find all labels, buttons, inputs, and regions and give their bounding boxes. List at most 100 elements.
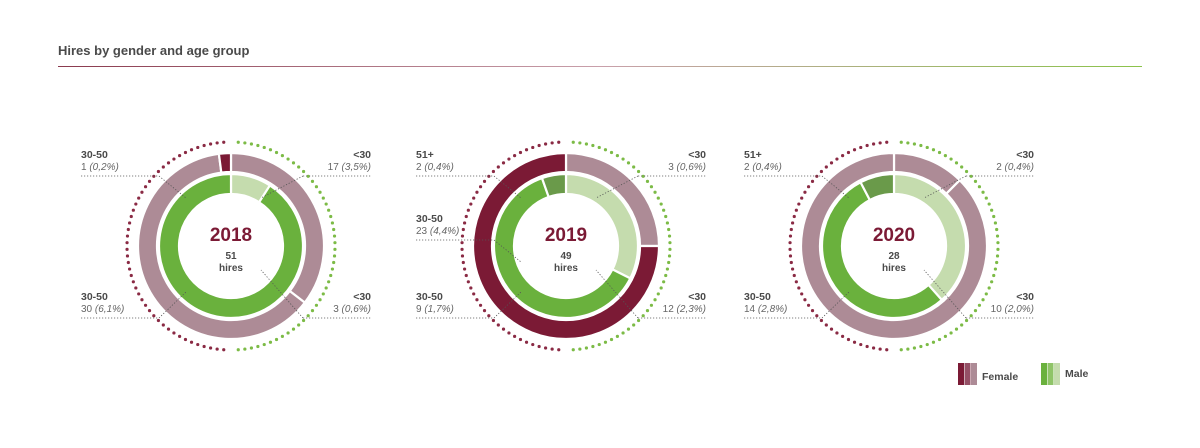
donut-2019-dotted-male (632, 323, 636, 327)
donut-2019-dotted-male (636, 318, 641, 323)
donut-2020-dotted-male (960, 323, 964, 327)
donut-2020-dotted-male (931, 148, 936, 152)
donut-2020-dotted-female (835, 331, 839, 335)
donut-2018-dotted-male (262, 145, 266, 150)
donut-2020-label-1-title: <30 (1016, 149, 1034, 161)
donut-2020-dotted-male (973, 179, 978, 183)
donut-2019-total: 49 (560, 251, 572, 262)
donut-2019-dotted-female (475, 190, 479, 194)
donut-2019-label-4-value: 12 (2,3%) (663, 304, 706, 315)
donut-2019-dotted-female (543, 142, 548, 146)
donut-2018-dotted-male (268, 340, 273, 344)
donut-2020-dotted-male (996, 241, 1000, 245)
donut-2020-dotted-female (829, 161, 834, 165)
donut-2019-dotted-male (615, 153, 619, 158)
donut-2018-dotted-female (125, 254, 130, 258)
donut-2018-dotted-male (333, 241, 337, 245)
donut-2019-dotted-male (668, 247, 672, 251)
donut-2018-dotted-female (166, 327, 171, 331)
donut-2020-dotted-male (919, 143, 923, 148)
donut-2018-dotted-female (126, 260, 130, 265)
donut-2020-dotted-female (790, 267, 795, 271)
donut-2018-dotted-female (143, 185, 148, 189)
donut-2018-dotted-male (324, 202, 328, 206)
donut-2018-dotted-male (268, 148, 273, 152)
donut-2018-dotted-female (131, 280, 135, 284)
donut-2018-male-segment-1 (157, 172, 305, 320)
donut-2018-dotted-female (222, 140, 226, 144)
donut-2018-label-3-value: 3 (0,6%) (333, 304, 371, 315)
donut-2020-dotted-male (954, 161, 959, 165)
page-title: Hires by gender and age group (58, 43, 250, 58)
donut-2018-dotted-male (314, 303, 319, 307)
donut-2019-dotted-female (472, 196, 476, 200)
donut-2020-dotted-male (984, 196, 988, 200)
donut-2018-dotted-female (196, 145, 200, 150)
donut-2018-label-1-pointer (260, 175, 304, 199)
donut-2020-dotted-female (865, 344, 869, 349)
donut-2020-label-2-pointer (821, 291, 850, 319)
donut-2019-dotted-female (460, 241, 464, 245)
donut-2018-dotted-male (297, 165, 301, 169)
donut-2019-label-4-title: <30 (688, 291, 706, 303)
donut-2019-dotted-male (664, 214, 668, 219)
donut-2020-female-segment-1 (799, 151, 989, 341)
legend-male-swatch (1054, 363, 1060, 385)
donut-2018-dotted-female (183, 337, 188, 342)
donut-2019-dotted-female (550, 347, 554, 351)
donut-2019-male-segment-1 (492, 176, 632, 320)
donut-2020-dotted-male (960, 165, 964, 169)
donut-2018-label-2-pointer (158, 291, 187, 319)
donut-2019-dotted-female (478, 303, 483, 307)
donut-2018-dotted-female (127, 221, 132, 225)
donut-2018-dotted-male (256, 143, 260, 148)
donut-2018-year: 2018 (210, 225, 252, 246)
donut-2019-label-1-pointer (595, 175, 639, 199)
legend: Female Male (958, 363, 1089, 385)
donut-2020-dotted-female (800, 196, 804, 200)
donut-2020-dotted-male (906, 347, 910, 351)
donut-2020-dotted-female (846, 150, 851, 155)
donut-2019-dotted-male (645, 179, 650, 183)
donut-2018-dotted-male (318, 190, 322, 194)
donut-2019-dotted-female (501, 327, 506, 331)
donut-2018-dotted-male (330, 267, 335, 271)
donut-2019-dotted-female (482, 179, 487, 183)
donut-2020-dotted-male (987, 286, 991, 290)
donut-2020-dotted-female (788, 241, 792, 245)
donut-2019-dotted-female (487, 314, 491, 318)
donut-2020-dotted-male (995, 227, 999, 232)
donut-2020-label-1-value: 2 (0,4%) (996, 162, 1034, 173)
donut-2020-dotted-female (794, 280, 798, 284)
donut-2019-dotted-female (478, 185, 483, 189)
donut-2019-dotted-male (645, 309, 650, 313)
donut-2020-dotted-male (906, 141, 910, 145)
donut-2018-dotted-male (314, 185, 319, 189)
donut-2018-label-2-title: 30-50 (81, 291, 108, 303)
donut-2019-dotted-male (667, 234, 672, 238)
donut-2019-dotted-male (667, 227, 671, 232)
donut-2018-dotted-male (236, 348, 240, 352)
donut-2020-dotted-female (841, 334, 845, 339)
donut-2018-total: 51 (225, 251, 237, 262)
donut-2018-dotted-male (243, 141, 247, 145)
donut-2018-dotted-female (172, 157, 176, 161)
donut-2019-dotted-female (461, 260, 465, 265)
donut-2018-label-1-title: <30 (353, 149, 371, 161)
donut-2018-dotted-male (286, 331, 290, 335)
donut-2020-dotted-female (797, 202, 801, 206)
donut-2019-dotted-female (496, 165, 500, 169)
donut-2018-dotted-female (143, 303, 148, 307)
donut-2019-dotted-female (513, 334, 517, 339)
donut-2019-dotted-male (597, 342, 601, 347)
donut-2020-dotted-female (835, 157, 839, 161)
donut-2020-dotted-male (990, 208, 994, 212)
donut-2018-dotted-male (332, 260, 336, 265)
donut-2020-dotted-female (852, 148, 857, 152)
donut-2020-dotted-female (824, 165, 828, 169)
donut-2019-dotted-male (609, 337, 614, 342)
donut-2019-label-3-pointer (493, 291, 522, 319)
donut-2020-label-0-value: 2 (0,4%) (744, 162, 782, 173)
donut-2018-dotted-female (137, 196, 141, 200)
